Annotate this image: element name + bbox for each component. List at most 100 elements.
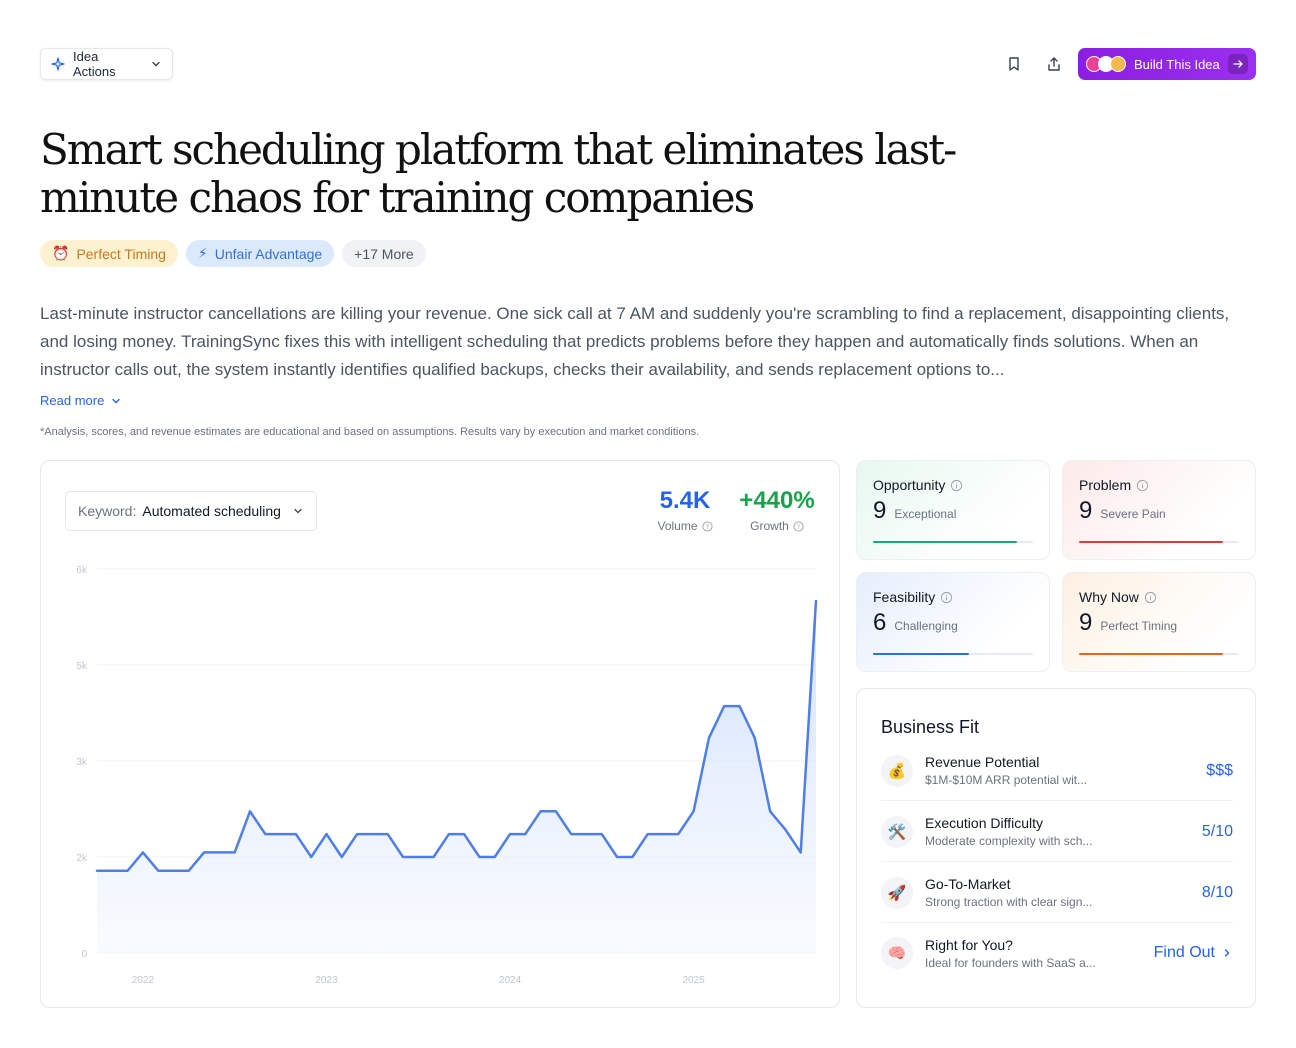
score-name: Problem — [1079, 477, 1132, 493]
score-name-row: Opportunity — [873, 477, 1033, 493]
find-out-link[interactable]: Find Out — [1154, 944, 1233, 962]
info-icon[interactable] — [1136, 479, 1149, 492]
build-this-idea-label: Build This Idea — [1134, 56, 1220, 72]
bookmark-button[interactable] — [1002, 52, 1026, 76]
row-text: Go-To-Market Strong traction with clear s… — [925, 876, 1092, 909]
y-tick-label: 5k — [76, 661, 88, 672]
volume-label-row: Volume ? — [655, 519, 715, 533]
row-value: 8/10 — [1201, 883, 1233, 901]
page-title: Smart scheduling platform that eliminate… — [40, 125, 957, 222]
volume-label: Volume — [657, 519, 698, 533]
score-track — [1079, 541, 1239, 543]
score-card-opportunity[interactable]: Opportunity 9 Exceptional — [856, 460, 1050, 560]
trend-chart-card: Keyword: Automated scheduling 5.4K Volum… — [40, 460, 840, 1008]
row-title: Revenue Potential — [925, 754, 1040, 770]
score-track — [873, 653, 1033, 655]
info-icon[interactable] — [950, 479, 963, 492]
bookmark-icon — [1009, 57, 1019, 71]
score-value: 9 — [873, 497, 887, 524]
chevron-down-icon — [112, 398, 121, 403]
score-name-row: Problem — [1079, 477, 1239, 493]
row-subtitle: $1M-$10M ARR potential wit... — [925, 773, 1088, 787]
info-icon[interactable] — [1144, 591, 1157, 604]
row-title: Go-To-Market — [925, 876, 1011, 892]
score-label: Exceptional — [894, 507, 957, 521]
row-subtitle: Strong traction with clear sign... — [925, 895, 1093, 909]
brain-icon: 🧠 — [881, 937, 913, 969]
chevron-right-icon — [1224, 949, 1230, 957]
svg-text:?: ? — [797, 522, 800, 530]
business-fit-row-gtm[interactable]: 🚀 Go-To-Market Strong traction with clear… — [881, 863, 1233, 923]
read-more-link[interactable]: Read more — [40, 393, 122, 408]
x-tick-label: 2022 — [132, 975, 155, 986]
series-line — [95, 599, 818, 872]
avatar — [1110, 56, 1126, 72]
keyword-select[interactable]: Keyword: Automated scheduling — [65, 491, 317, 531]
tag-more-button[interactable]: +17 More — [342, 240, 426, 267]
series-area — [97, 601, 816, 953]
score-name-row: Why Now — [1079, 589, 1239, 605]
score-value: 9 — [1079, 609, 1093, 636]
x-tick-label: 2023 — [315, 975, 338, 986]
score-row: 6 Challenging — [873, 609, 1033, 637]
score-card-problem[interactable]: Problem 9 Severe Pain — [1062, 460, 1256, 560]
score-track — [1079, 653, 1239, 655]
score-name-row: Feasibility — [873, 589, 1033, 605]
chevron-down-icon — [150, 58, 162, 70]
score-fill — [1079, 541, 1223, 543]
x-tick-label: 2025 — [682, 975, 705, 986]
row-value: $$$ — [1206, 761, 1233, 779]
score-value: 9 — [1079, 497, 1093, 524]
business-fit-card: Business Fit 💰 Revenue Potential $1M-$10M… — [856, 688, 1256, 1008]
business-fit-row-fit[interactable]: 🧠 Right for You? Ideal for founders with … — [881, 923, 1233, 983]
score-name: Feasibility — [873, 589, 936, 605]
row-subtitle: Moderate complexity with sch... — [925, 834, 1093, 848]
idea-description: Last-minute instructor cancellations are… — [40, 304, 1230, 379]
idea-actions-label: Idea Actions — [73, 49, 116, 79]
help-icon[interactable]: ? — [701, 520, 713, 532]
row-subtitle: Ideal for founders with SaaS a... — [925, 955, 1096, 970]
tools-icon: 🛠️ — [881, 815, 913, 848]
idea-actions-dropdown[interactable]: Idea Actions — [40, 48, 173, 80]
tag-perfect-timing[interactable]: ⏰ Perfect Timing — [40, 240, 178, 267]
avatar-group — [1086, 56, 1126, 72]
alarm-clock-icon: ⏰ — [52, 245, 70, 261]
volume-metric: 5.4K Volume ? — [655, 487, 715, 533]
x-tick-label: 2024 — [499, 975, 522, 986]
score-fill — [1079, 653, 1223, 655]
arrow-right-icon — [1228, 54, 1248, 74]
score-label: Challenging — [894, 619, 958, 633]
rocket-icon: 🚀 — [881, 876, 913, 909]
business-fit-title: Business Fit — [881, 717, 980, 737]
sparkle-icon — [51, 57, 65, 71]
disclaimer: *Analysis, scores, and revenue estimates… — [40, 426, 700, 438]
growth-label-row: Growth ? — [737, 519, 817, 533]
tag-unfair-advantage[interactable]: ⚡ Unfair Advantage — [185, 240, 335, 267]
business-fit-row-execution[interactable]: 🛠️ Execution Difficulty Moderate complexi… — [881, 802, 1233, 862]
y-tick-label: 2k — [76, 853, 88, 864]
score-card-why-now[interactable]: Why Now 9 Perfect Timing — [1062, 572, 1256, 672]
help-icon[interactable]: ? — [793, 520, 804, 532]
y-tick-label: 0 — [81, 949, 87, 960]
info-icon[interactable] — [940, 591, 953, 604]
score-card-feasibility[interactable]: Feasibility 6 Challenging — [856, 572, 1050, 672]
share-button[interactable] — [1042, 52, 1066, 76]
score-name: Why Now — [1079, 589, 1139, 605]
build-this-idea-button[interactable]: Build This Idea — [1078, 48, 1256, 80]
tag-label: Perfect Timing — [76, 245, 166, 262]
score-row: 9 Exceptional — [873, 497, 1033, 525]
svg-text:?: ? — [705, 522, 708, 530]
tag-label: Unfair Advantage — [214, 245, 323, 262]
score-label: Perfect Timing — [1100, 619, 1178, 633]
y-tick-label: 3k — [76, 757, 88, 768]
score-name: Opportunity — [873, 477, 946, 493]
growth-label: Growth — [750, 519, 789, 533]
score-fill — [873, 541, 1017, 543]
row-text: Revenue Potential $1M-$10M ARR potential … — [925, 754, 1087, 787]
row-text: Right for You? Ideal for founders with Sa… — [925, 937, 1096, 970]
score-value: 6 — [873, 609, 887, 636]
business-fit-row-revenue[interactable]: 💰 Revenue Potential $1M-$10M ARR potentia… — [881, 741, 1233, 801]
score-label: Severe Pain — [1100, 507, 1166, 521]
lightning-icon: ⚡ — [197, 245, 208, 261]
find-out-label: Find Out — [1153, 944, 1215, 961]
